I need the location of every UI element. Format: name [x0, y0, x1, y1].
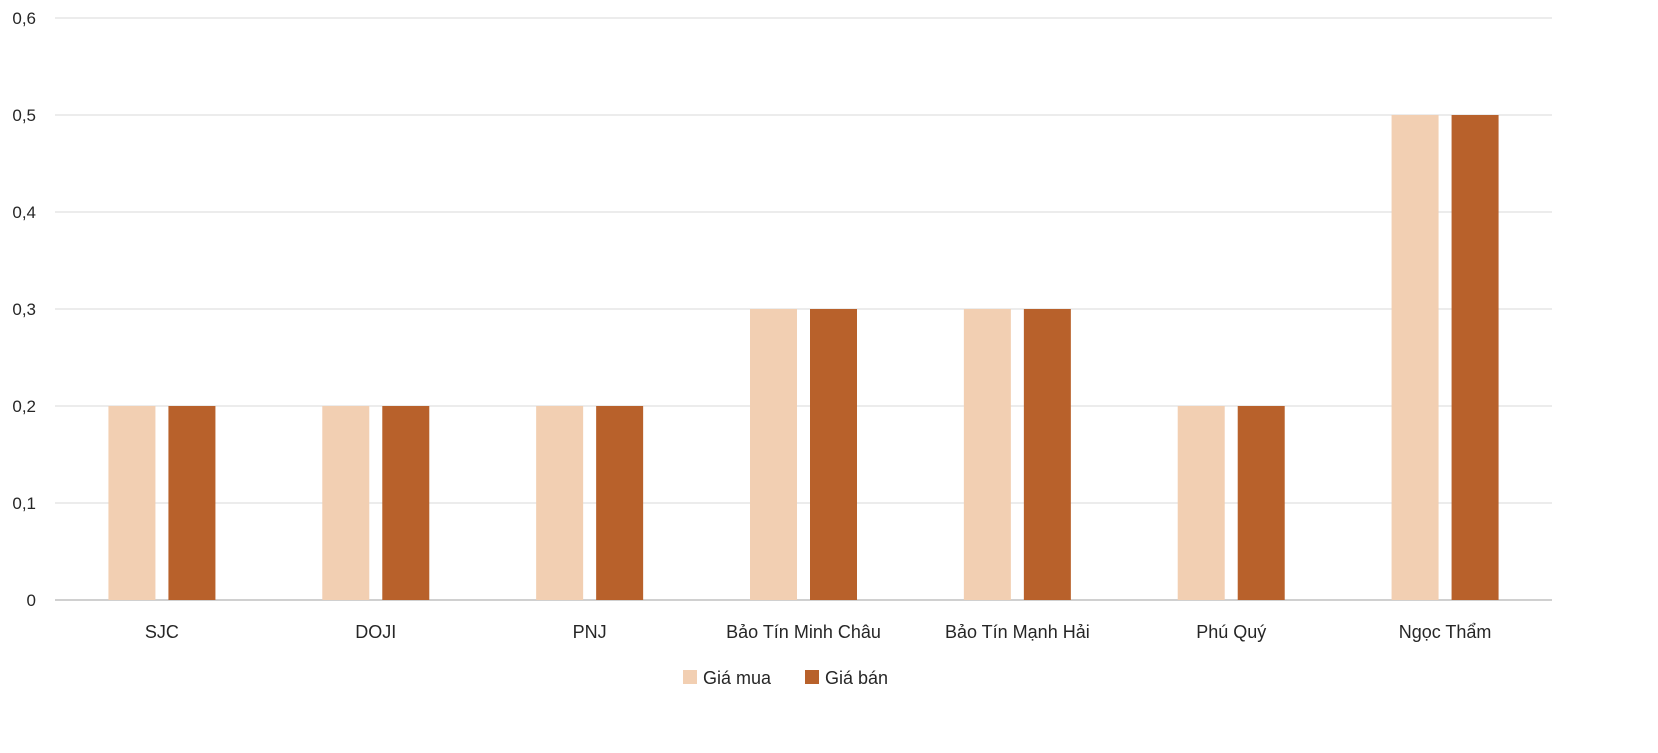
- y-tick-label: 0,1: [12, 494, 36, 513]
- bar-gia-mua: [750, 309, 797, 600]
- x-tick-label: Ngọc Thẩm: [1399, 622, 1492, 642]
- x-tick-label: SJC: [145, 622, 179, 642]
- bar-gia-ban: [168, 406, 216, 600]
- bar-gia-mua: [1177, 406, 1225, 600]
- legend-label: Giá mua: [703, 668, 772, 688]
- bar-gia-mua: [322, 406, 370, 600]
- bar-gia-ban: [1451, 115, 1499, 600]
- y-tick-label: 0,3: [12, 300, 36, 319]
- bar-gia-ban: [382, 406, 430, 600]
- bar-gia-mua: [963, 309, 1011, 600]
- x-axis-labels: SJC DOJI PNJ Bảo Tín Minh Châu Bảo Tín Mạnh …: [145, 622, 1492, 642]
- legend: Giá mua Giá bán: [683, 668, 888, 688]
- legend-label: Giá bán: [825, 668, 888, 688]
- bars: [108, 115, 1499, 600]
- y-axis-ticks: 0 0,1 0,2 0,3 0,4 0,5 0,6: [12, 9, 36, 610]
- legend-swatch: [683, 670, 697, 684]
- bar-gia-mua: [536, 406, 584, 600]
- bar-gia-ban: [596, 406, 644, 600]
- y-tick-label: 0: [27, 591, 36, 610]
- y-tick-label: 0,4: [12, 203, 36, 222]
- bar-gia-ban: [810, 309, 857, 600]
- legend-swatch: [805, 670, 819, 684]
- bar-gia-ban: [1237, 406, 1285, 600]
- x-tick-label: Phú Quý: [1196, 622, 1266, 642]
- y-tick-label: 0,2: [12, 397, 36, 416]
- bar-gia-ban: [1023, 309, 1071, 600]
- y-tick-label: 0,5: [12, 106, 36, 125]
- x-tick-label: Bảo Tín Minh Châu: [726, 622, 881, 642]
- x-tick-label: Bảo Tín Mạnh Hải: [945, 622, 1090, 642]
- gridlines: [55, 17, 1552, 601]
- x-tick-label: DOJI: [355, 622, 396, 642]
- x-tick-label: PNJ: [573, 622, 607, 642]
- bar-gia-mua: [1391, 115, 1439, 600]
- y-tick-label: 0,6: [12, 9, 36, 28]
- bar-gia-mua: [108, 406, 156, 600]
